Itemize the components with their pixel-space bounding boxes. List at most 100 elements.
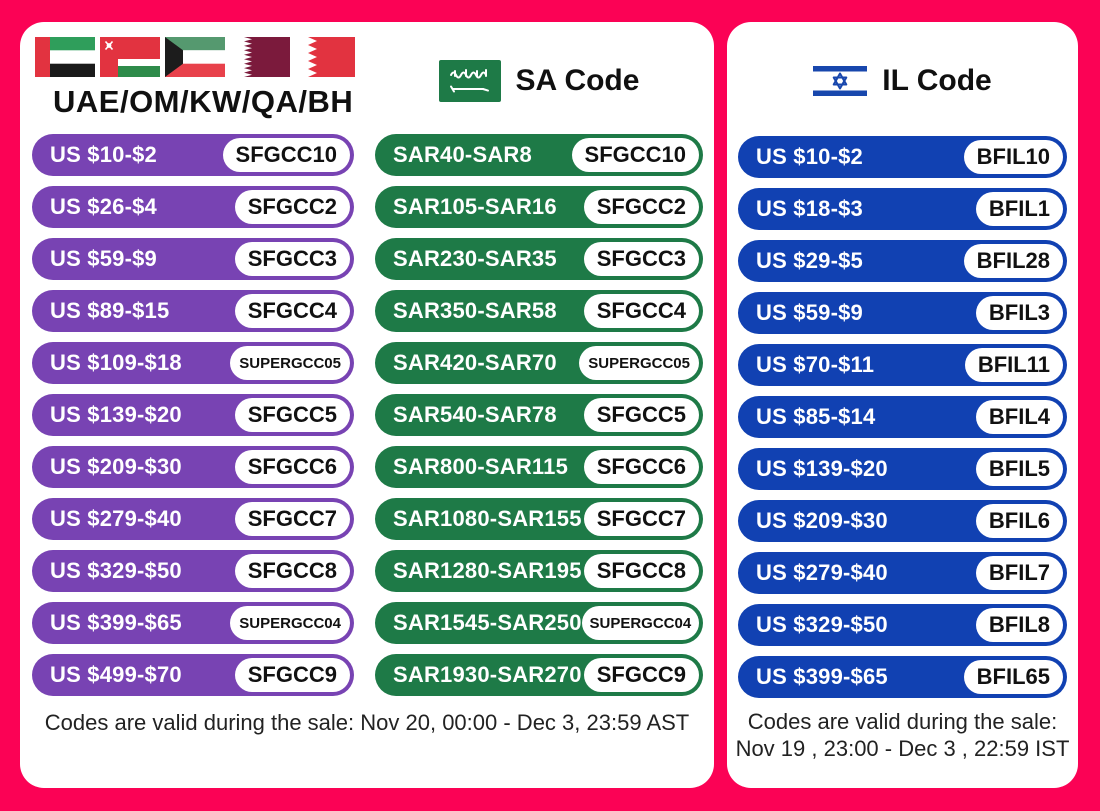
price-range: US $29-$5 [756, 248, 863, 273]
coupon-pill: SAR1545-SAR250 SUPERGCC04 [375, 602, 703, 644]
price-range: US $279-$40 [756, 560, 888, 585]
coupon-code: SFGCC10 [571, 138, 699, 172]
coupon-pill: SAR420-SAR70 SUPERGCC05 [375, 342, 703, 384]
coupon-pill: US $399-$65 SUPERGCC04 [32, 602, 354, 644]
coupon-pill: SAR230-SAR35 SFGCC3 [375, 238, 703, 280]
coupon-code: SFGCC8 [583, 554, 699, 588]
price-range: SAR800-SAR115 [393, 454, 569, 479]
il-validity-line1: Codes are valid during the sale: [747, 709, 1058, 734]
coupon-pill: US $59-$9 BFIL3 [738, 292, 1067, 334]
coupon-code: SFGCC7 [234, 502, 350, 536]
coupon-code: SFGCC4 [583, 294, 699, 328]
coupon-code: SFGCC2 [583, 190, 699, 224]
coupon-code: SFGCC6 [583, 450, 699, 484]
price-range: SAR350-SAR58 [393, 298, 557, 323]
coupon-pill: US $279-$40 BFIL7 [738, 552, 1067, 594]
price-range: SAR1280-SAR195 [393, 558, 582, 583]
coupon-pill: US $499-$70 SFGCC9 [32, 654, 354, 696]
coupon-pill: SAR105-SAR16 SFGCC2 [375, 186, 703, 228]
price-range: US $109-$18 [50, 350, 182, 375]
coupon-pill: US $279-$40 SFGCC7 [32, 498, 354, 540]
coupon-pill: US $10-$2 BFIL10 [738, 136, 1067, 178]
coupon-code: SFGCC3 [234, 242, 350, 276]
qatar-flag-icon [230, 37, 290, 77]
il-validity-line2: Nov 19 , 23:00 - Dec 3 , 22:59 IST [735, 736, 1070, 761]
saudi-arabia-flag-icon [438, 60, 501, 102]
coupon-code: BFIL1 [975, 192, 1063, 226]
kuwait-flag-icon [165, 37, 225, 77]
price-range: SAR420-SAR70 [393, 350, 557, 375]
coupon-pill: US $29-$5 BFIL28 [738, 240, 1067, 282]
coupon-pill: US $89-$15 SFGCC4 [32, 290, 354, 332]
coupon-pill: US $209-$30 BFIL6 [738, 500, 1067, 542]
coupon-pill: US $329-$50 BFIL8 [738, 604, 1067, 646]
coupon-pill: SAR1930-SAR270 SFGCC9 [375, 654, 703, 696]
uae-flag-icon [35, 37, 95, 77]
price-range: US $18-$3 [756, 196, 863, 221]
sa-header: SA Code [375, 60, 703, 102]
coupon-code: SFGCC9 [583, 658, 699, 692]
coupon-pill: US $59-$9 SFGCC3 [32, 238, 354, 280]
coupon-code: BFIL28 [963, 244, 1063, 278]
price-range: SAR1545-SAR250 [393, 610, 582, 635]
coupon-pill: SAR540-SAR78 SFGCC5 [375, 394, 703, 436]
price-range: US $209-$30 [756, 508, 888, 533]
il-title: IL Code [882, 64, 992, 97]
price-range: US $399-$65 [756, 664, 888, 689]
coupon-code: BFIL7 [975, 556, 1063, 590]
coupon-pill: US $209-$30 SFGCC6 [32, 446, 354, 488]
coupon-code: SFGCC5 [234, 398, 350, 432]
price-range: US $59-$9 [756, 300, 863, 325]
coupon-code: BFIL11 [964, 348, 1063, 382]
price-range: US $26-$4 [50, 194, 157, 219]
price-range: US $209-$30 [50, 454, 182, 479]
gcc-flags-row [35, 37, 355, 77]
price-range: SAR230-SAR35 [393, 246, 557, 271]
coupon-code: BFIL3 [975, 296, 1063, 330]
sa-title: SA Code [515, 64, 640, 97]
oman-flag-icon [100, 37, 160, 77]
coupon-code: BFIL65 [963, 660, 1063, 694]
coupon-code: SFGCC3 [583, 242, 699, 276]
price-range: US $499-$70 [50, 662, 182, 687]
coupon-pill: SAR800-SAR115 SFGCC6 [375, 446, 703, 488]
price-range: US $329-$50 [50, 558, 182, 583]
coupon-pill: SAR40-SAR8 SFGCC10 [375, 134, 703, 176]
coupon-pill: US $70-$11 BFIL11 [738, 344, 1067, 386]
coupon-pill: SAR1080-SAR155 SFGCC7 [375, 498, 703, 540]
coupon-code: BFIL8 [975, 608, 1063, 642]
coupon-code: SFGCC10 [222, 138, 350, 172]
coupon-pill: SAR1280-SAR195 SFGCC8 [375, 550, 703, 592]
price-range: US $85-$14 [756, 404, 876, 429]
coupon-code: BFIL10 [963, 140, 1063, 174]
coupon-code: SFGCC5 [583, 398, 699, 432]
coupon-code: SFGCC8 [234, 554, 350, 588]
coupon-code: BFIL5 [975, 452, 1063, 486]
il-coupon-card: IL Code US $10-$2 BFIL10 US $18-$3 BFIL1 US … [727, 22, 1078, 788]
price-range: SAR1930-SAR270 [393, 662, 582, 687]
coupon-pill: US $10-$2 SFGCC10 [32, 134, 354, 176]
coupon-pill: US $399-$65 BFIL65 [738, 656, 1067, 698]
il-header: IL Code [727, 62, 1078, 100]
sa-coupon-list: SAR40-SAR8 SFGCC10 SAR105-SAR16 SFGCC2 SAR23… [375, 134, 703, 696]
il-coupon-list: US $10-$2 BFIL10 US $18-$3 BFIL1 US $29-$5 BF… [738, 136, 1067, 698]
coupon-pill: US $139-$20 SFGCC5 [32, 394, 354, 436]
coupon-code: SFGCC4 [234, 294, 350, 328]
bahrain-flag-icon [295, 37, 355, 77]
price-range: US $139-$20 [756, 456, 888, 481]
coupon-code: SFGCC2 [234, 190, 350, 224]
coupon-code: SFGCC7 [583, 502, 699, 536]
price-range: US $10-$2 [756, 144, 863, 169]
price-range: US $10-$2 [50, 142, 157, 167]
gcc-coupon-list: US $10-$2 SFGCC10 US $26-$4 SFGCC2 US $59-$9… [32, 134, 354, 696]
price-range: US $279-$40 [50, 506, 182, 531]
coupon-pill: SAR350-SAR58 SFGCC4 [375, 290, 703, 332]
coupon-code: SFGCC6 [234, 450, 350, 484]
coupon-code: SUPERGCC04 [230, 606, 350, 640]
price-range: SAR40-SAR8 [393, 142, 532, 167]
gcc-sa-validity-note: Codes are valid during the sale: Nov 20,… [44, 710, 690, 735]
price-range: US $329-$50 [756, 612, 888, 637]
price-range: US $59-$9 [50, 246, 157, 271]
gcc-title: UAE/OM/KW/QA/BH [53, 84, 354, 119]
coupon-code: BFIL6 [975, 504, 1063, 538]
